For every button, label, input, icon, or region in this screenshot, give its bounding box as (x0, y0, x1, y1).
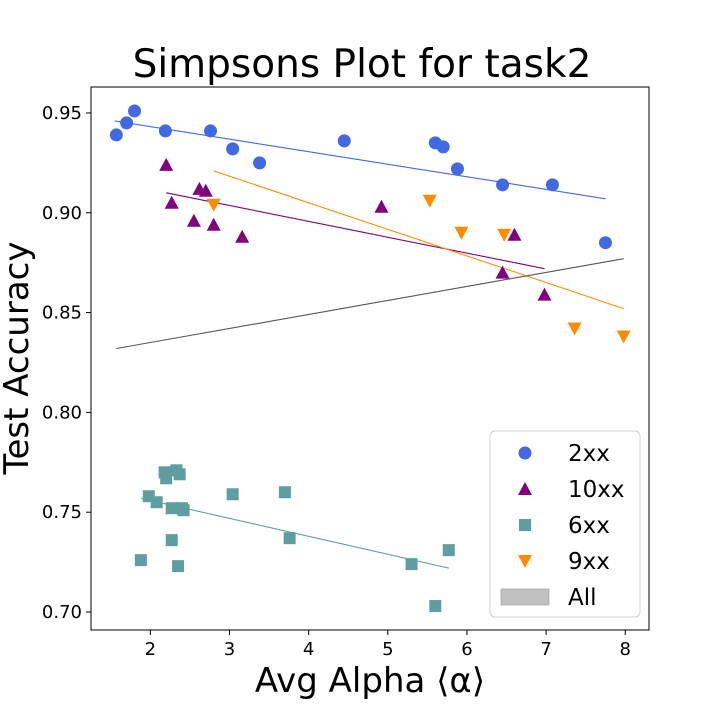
x-tick-label: 6 (461, 639, 472, 660)
point-6xx (173, 468, 186, 481)
point-10xx (186, 213, 201, 227)
y-axis: 0.70 0.75 0.80 0.85 0.90 0.95 (42, 103, 91, 623)
point-10xx (198, 183, 213, 197)
point-6xx (226, 488, 239, 501)
legend-marker-6xx (519, 519, 531, 531)
point-6xx (165, 502, 178, 515)
x-tick-label: 2 (145, 639, 156, 660)
y-tick-label: 0.75 (42, 502, 82, 523)
chart-title: Simpsons Plot for task2 (133, 42, 592, 87)
point-6xx (134, 554, 147, 567)
point-6xx (150, 496, 163, 509)
point-6xx (283, 532, 296, 545)
point-9xx (454, 226, 469, 240)
point-2xx (204, 124, 218, 138)
legend-marker-9xx (518, 555, 532, 568)
point-10xx (507, 227, 522, 241)
point-2xx (496, 178, 510, 192)
point-6xx (429, 600, 442, 613)
x-axis: 2 3 4 5 6 7 8 (145, 630, 631, 660)
point-10xx (164, 195, 179, 209)
fit-lines (114, 120, 624, 569)
fit-line-9xx (213, 170, 624, 310)
legend-marker-10xx (518, 482, 532, 495)
point-9xx (567, 322, 582, 336)
y-axis-label: Test Accuracy (0, 242, 37, 476)
point-6xx (442, 544, 455, 557)
point-10xx (495, 265, 510, 279)
point-10xx (235, 229, 250, 243)
point-2xx (450, 162, 464, 176)
point-2xx (158, 124, 172, 138)
legend-label-10xx: 10xx (568, 477, 625, 503)
plot-frame (90, 86, 650, 631)
legend-marker-2xx (518, 446, 532, 460)
point-2xx (598, 236, 612, 250)
y-tick-label: 0.85 (42, 303, 82, 324)
point-2xx (436, 140, 450, 154)
point-2xx (128, 104, 142, 118)
point-2xx (120, 116, 134, 130)
legend-label-all: All (568, 585, 597, 611)
legend-label-6xx: 6xx (568, 513, 610, 539)
point-6xx (172, 560, 185, 573)
point-9xx (497, 228, 512, 242)
point-2xx (253, 156, 267, 170)
data-markers (109, 104, 631, 613)
point-6xx (278, 486, 291, 499)
point-2xx (109, 128, 123, 142)
point-9xx (422, 194, 437, 208)
point-6xx (177, 504, 190, 517)
point-6xx (405, 558, 418, 571)
point-9xx (206, 198, 221, 212)
fit-line-10xx (166, 192, 545, 270)
legend-label-2xx: 2xx (568, 441, 610, 467)
x-tick-label: 7 (540, 639, 551, 660)
point-2xx (337, 134, 351, 148)
y-tick-label: 0.90 (42, 203, 82, 224)
point-9xx (616, 330, 631, 344)
point-6xx (160, 472, 173, 485)
x-tick-label: 3 (224, 639, 235, 660)
fit-line-2xx (114, 120, 606, 200)
point-10xx (537, 287, 552, 301)
plot-area (90, 86, 650, 631)
point-10xx (206, 217, 221, 231)
point-2xx (545, 178, 559, 192)
y-tick-label: 0.95 (42, 103, 82, 124)
point-10xx (374, 199, 389, 213)
legend-box (489, 430, 641, 618)
x-tick-label: 4 (303, 639, 314, 660)
legend-marker-all (500, 588, 550, 606)
point-2xx (226, 142, 240, 156)
legend-label-9xx: 9xx (568, 549, 610, 575)
y-tick-label: 0.70 (42, 602, 82, 623)
x-tick-label: 5 (382, 639, 393, 660)
point-10xx (159, 157, 174, 171)
y-tick-label: 0.80 (42, 402, 82, 423)
fit-line-all (116, 258, 624, 350)
x-axis-label: Avg Alpha ⟨α⟩ (255, 661, 485, 701)
x-tick-label: 8 (620, 639, 631, 660)
point-6xx (165, 534, 178, 547)
legend: 2xx 10xx 6xx 9xx All (489, 430, 641, 618)
